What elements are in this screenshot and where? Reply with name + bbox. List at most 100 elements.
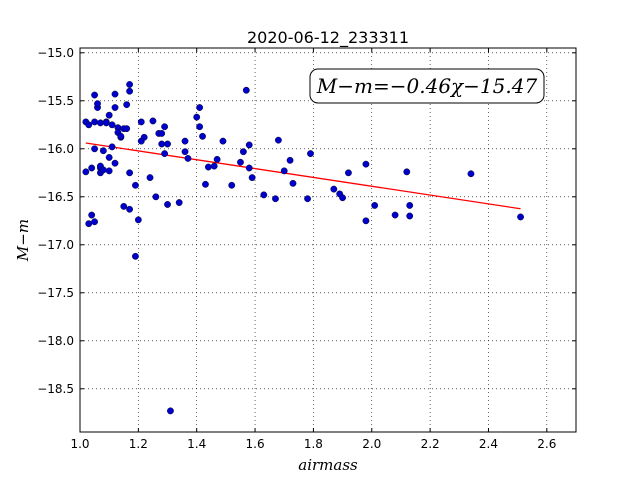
- data-point: [280, 167, 288, 175]
- data-point: [108, 121, 116, 129]
- data-point: [239, 148, 247, 156]
- data-point: [260, 191, 268, 199]
- data-point: [164, 201, 171, 208]
- data-point: [120, 202, 128, 210]
- axis-ticks: [79, 48, 576, 432]
- x-tick-label: 1.2: [129, 437, 148, 451]
- data-point: [391, 211, 399, 219]
- data-point: [304, 195, 311, 203]
- data-point: [134, 216, 142, 224]
- data-point: [272, 195, 279, 203]
- x-axis-label: airmass: [298, 456, 358, 474]
- data-point: [339, 194, 346, 202]
- y-tick-label: −18.5: [37, 382, 74, 396]
- data-point: [126, 205, 134, 213]
- data-point: [517, 213, 524, 221]
- data-point: [111, 104, 119, 111]
- data-point: [330, 185, 338, 193]
- data-point: [164, 140, 171, 148]
- fit-equation: M−m=−0.46χ−15.47: [316, 74, 538, 98]
- data-point: [193, 113, 201, 121]
- y-tick-label: −16.5: [37, 190, 74, 204]
- x-tick-label: 1.4: [187, 437, 206, 451]
- data-point: [149, 117, 157, 125]
- data-point: [108, 143, 116, 151]
- data-point: [85, 220, 93, 228]
- data-point: [126, 169, 134, 177]
- x-tick-labels: 1.0 1.2 1.4 1.6 1.8 2.0 2.2 2.4 2.6: [70, 437, 556, 451]
- data-point: [219, 137, 227, 145]
- x-tick-label: 2.6: [537, 437, 556, 451]
- data-point: [245, 164, 253, 172]
- data-point: [117, 132, 125, 140]
- data-point: [199, 132, 206, 140]
- data-point: [82, 168, 90, 176]
- data-point: [126, 87, 134, 95]
- y-tick-label: −16.0: [37, 142, 74, 156]
- y-tick-label: −17.0: [37, 238, 74, 252]
- data-point: [126, 81, 134, 88]
- data-point: [91, 145, 98, 153]
- data-point: [158, 140, 166, 148]
- data-point: [91, 91, 98, 99]
- x-tick-label: 2.2: [421, 437, 440, 451]
- data-point: [362, 217, 370, 225]
- data-point: [181, 137, 189, 145]
- data-point: [91, 118, 98, 126]
- fit-line: [85, 142, 521, 210]
- data-point: [175, 199, 183, 206]
- data-point: [105, 154, 113, 161]
- data-point: [97, 119, 104, 127]
- data-point: [111, 90, 119, 98]
- x-tick-label: 2.0: [362, 437, 381, 451]
- y-tick-label: −18.0: [37, 334, 74, 348]
- data-point: [88, 211, 96, 219]
- equation-box-frame: [309, 68, 545, 104]
- y-axis-label: M−m: [14, 219, 32, 262]
- data-point: [228, 181, 236, 189]
- data-point: [146, 174, 154, 182]
- data-point: [202, 180, 209, 188]
- data-point: [161, 150, 169, 158]
- data-point: [289, 179, 297, 187]
- data-point: [204, 163, 212, 171]
- data-point: [91, 218, 98, 226]
- data-point: [132, 252, 139, 260]
- data-point: [167, 407, 174, 415]
- data-point: [362, 160, 370, 168]
- data-point: [99, 166, 107, 174]
- data-point: [105, 111, 113, 119]
- data-point: [123, 125, 131, 133]
- y-tick-label: −17.5: [37, 286, 74, 300]
- data-point: [140, 133, 148, 141]
- data-point: [196, 123, 204, 131]
- chart-title: 2020-06-12_233311: [247, 28, 409, 48]
- data-point: [248, 174, 256, 182]
- x-tick-label: 1.6: [246, 437, 265, 451]
- data-point: [403, 168, 411, 176]
- data-point: [161, 123, 169, 131]
- data-point: [184, 154, 192, 162]
- data-point: [158, 130, 166, 137]
- data-point: [132, 181, 139, 189]
- data-point: [213, 155, 221, 163]
- data-point: [152, 193, 160, 201]
- y-tick-label: −15.0: [37, 46, 74, 60]
- x-tick-label: 1.8: [304, 437, 323, 451]
- data-point: [196, 104, 204, 111]
- data-point: [406, 212, 414, 220]
- data-points: [82, 81, 524, 415]
- plot-background: [80, 48, 576, 432]
- y-tick-labels: −15.0 −15.5 −16.0 −16.5 −17.0 −17.5 −18.0 −18.5: [37, 46, 74, 396]
- grid-lines: [79, 48, 576, 432]
- fit-line-layer: [85, 142, 521, 210]
- data-point: [406, 202, 414, 209]
- data-point: [245, 141, 253, 149]
- fit-equation-box: M−m=−0.46χ−15.47: [309, 68, 545, 104]
- plot-frame: [79, 47, 577, 433]
- data-point: [210, 162, 218, 170]
- data-point: [467, 170, 475, 178]
- data-point: [85, 121, 93, 129]
